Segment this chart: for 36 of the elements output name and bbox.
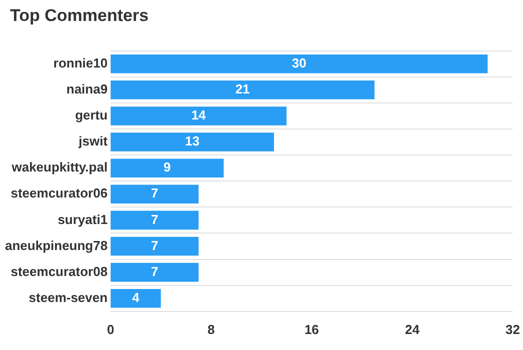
data-label: 9 xyxy=(164,160,171,175)
bar xyxy=(110,210,199,230)
data-label: 30 xyxy=(292,55,306,70)
x-tick-label: 32 xyxy=(506,322,520,337)
x-tick-label: 0 xyxy=(106,322,114,337)
bar xyxy=(110,54,488,74)
data-label: 7 xyxy=(150,212,158,227)
bar xyxy=(110,236,199,256)
bar xyxy=(110,184,199,204)
x-tick-label: 24 xyxy=(404,322,420,337)
data-label: 7 xyxy=(150,264,158,279)
bar xyxy=(110,106,287,126)
y-tick-label: jswit xyxy=(78,134,108,149)
data-label: 7 xyxy=(150,186,158,201)
data-label: 21 xyxy=(235,81,250,96)
y-tick-label: ronnie10 xyxy=(53,55,108,70)
data-label: 13 xyxy=(185,134,200,149)
y-tick-label: aneukpineung78 xyxy=(5,238,108,253)
data-label: 4 xyxy=(132,290,140,305)
y-tick-label: naina9 xyxy=(66,81,108,96)
x-tick-label: 16 xyxy=(304,322,319,337)
bar xyxy=(110,288,161,308)
y-tick-label: gertu xyxy=(75,108,108,123)
bar xyxy=(110,158,224,178)
bar xyxy=(110,80,375,100)
bar xyxy=(110,132,274,152)
data-label: 7 xyxy=(150,238,158,253)
data-label: 14 xyxy=(191,108,207,123)
y-tick-label: suryati1 xyxy=(58,212,108,227)
y-tick-label: steemcurator06 xyxy=(10,186,108,201)
bar xyxy=(110,262,199,282)
y-tick-label: steem-seven xyxy=(28,290,108,305)
x-tick-label: 8 xyxy=(208,322,215,337)
y-tick-label: steemcurator08 xyxy=(10,264,108,279)
chart-title: Top Commenters xyxy=(10,6,149,26)
y-tick-label: wakeupkitty.pal xyxy=(10,160,108,175)
